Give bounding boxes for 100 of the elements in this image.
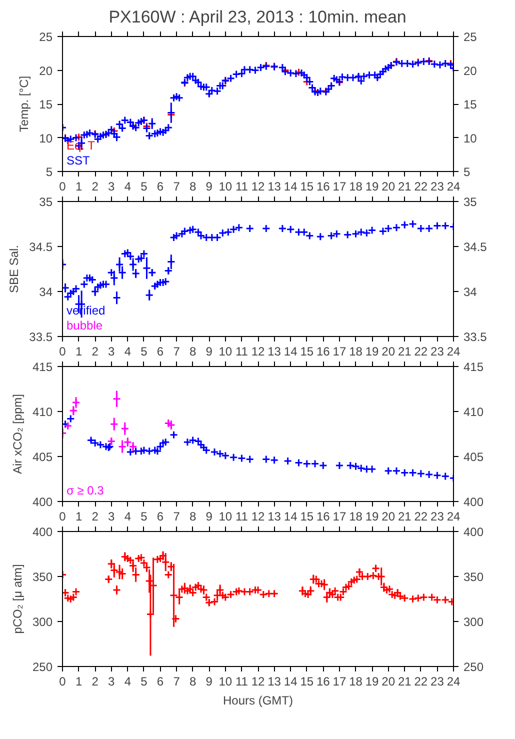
x-tick-label: 19 — [365, 180, 380, 194]
x-tick-label: 2 — [92, 180, 99, 194]
x-tick-label: 20 — [382, 674, 396, 688]
x-tick-label: 19 — [365, 344, 380, 358]
y-tick-label: 300 — [32, 615, 53, 629]
y-axis-title: pCO₂ [μ atm] — [10, 564, 24, 634]
y-tick-label: 250 — [32, 660, 53, 674]
x-tick-label: 6 — [156, 344, 164, 358]
y2-tick-label: 10 — [464, 131, 478, 146]
y2-tick-label: 350 — [464, 570, 484, 584]
x-tick-label: 22 — [414, 344, 428, 358]
x-tick-label: 5 — [140, 674, 148, 688]
x-tick-label: 16 — [316, 344, 330, 358]
y2-tick-label: 400 — [464, 495, 484, 509]
x-tick-label: 24 — [446, 510, 460, 524]
x-tick-label: 17 — [332, 180, 346, 194]
y2-tick-label: 15 — [464, 98, 478, 112]
x-tick-label: 17 — [332, 674, 346, 688]
y-tick-label: 5 — [46, 165, 53, 179]
x-tick-label: 5 — [140, 510, 148, 524]
x-tick-label: 13 — [268, 674, 282, 688]
x-tick-label: 14 — [284, 180, 298, 194]
x-tick-label: 7 — [173, 344, 180, 358]
x-tick-label: 9 — [206, 510, 213, 524]
x-tick-label: 0 — [59, 510, 66, 524]
y-tick-label: 400 — [32, 495, 53, 509]
x-tick-label: 21 — [398, 344, 412, 358]
x-tick-label: 13 — [268, 180, 282, 194]
x-tick-label: 3 — [108, 674, 116, 688]
y-tick-label: 350 — [32, 570, 53, 584]
x-tick-label: 24 — [446, 344, 460, 358]
x-tick-label: 8 — [189, 344, 196, 358]
x-tick-label: 22 — [414, 510, 428, 524]
x-tick-label: 5 — [140, 344, 148, 358]
x-tick-label: 13 — [268, 510, 282, 524]
y-axis-title: Temp. [°C] — [17, 76, 32, 132]
x-tick-label: 19 — [365, 510, 380, 524]
y2-tick-label: 35 — [464, 195, 478, 209]
x-tick-label: 1 — [75, 510, 82, 524]
x-tick-label: 0 — [59, 674, 66, 688]
y-tick-label: 20 — [39, 64, 53, 78]
x-tick-label: 3 — [108, 180, 116, 194]
x-tick-label: 14 — [284, 510, 298, 524]
x-tick-label: 7 — [173, 510, 180, 524]
y2-tick-label: 410 — [464, 405, 484, 419]
x-tick-label: 14 — [284, 674, 298, 688]
y2-tick-label: 34.5 — [464, 240, 488, 254]
x-tick-label: 3 — [108, 344, 116, 358]
x-tick-label: 16 — [316, 510, 330, 524]
y2-tick-label: 34 — [464, 285, 478, 299]
y-tick-label: 415 — [32, 360, 53, 374]
x-tick-label: 23 — [430, 674, 444, 688]
y-tick-label: 33.5 — [29, 330, 53, 344]
chart-title: PX160W : April 23, 2013 : 10min. mean — [108, 8, 406, 26]
x-tick-label: 13 — [268, 344, 282, 358]
y-tick-label: 34.5 — [29, 240, 53, 254]
x-tick-label: 24 — [446, 674, 460, 688]
x-tick-label: 11 — [235, 180, 248, 194]
x-tick-label: 4 — [124, 674, 132, 688]
y-tick-label: 400 — [32, 525, 53, 539]
x-tick-label: 9 — [206, 180, 213, 194]
x-tick-label: 23 — [430, 344, 444, 358]
text: σ ≥ 0.3 — [66, 484, 104, 498]
legend-label: bubble — [66, 318, 103, 332]
x-tick-label: 4 — [124, 344, 132, 358]
x-tick-label: 15 — [300, 344, 314, 358]
x-tick-label: 15 — [300, 674, 314, 688]
x-tick-label: 19 — [365, 674, 380, 688]
x-tick-label: 18 — [349, 510, 363, 524]
x-tick-label: 0 — [59, 344, 66, 358]
x-tick-label: 6 — [156, 510, 164, 524]
x-tick-label: 10 — [218, 180, 232, 194]
x-tick-label: 17 — [332, 510, 346, 524]
x-tick-label: 17 — [332, 344, 346, 358]
x-tick-label: 11 — [235, 344, 248, 358]
x-tick-label: 15 — [300, 180, 314, 194]
y-axis-title: SBE Sal. — [7, 244, 22, 294]
x-tick-label: 22 — [414, 674, 428, 688]
x-tick-label: 23 — [430, 510, 444, 524]
x-tick-label: 3 — [108, 510, 116, 524]
x-tick-label: 7 — [173, 180, 180, 194]
x-tick-label: 14 — [284, 344, 298, 358]
x-tick-label: 8 — [189, 510, 196, 524]
x-tick-label: 6 — [156, 674, 164, 688]
x-tick-label: 20 — [382, 510, 396, 524]
x-axis-title: Hours (GMT) — [223, 694, 293, 708]
y-tick-label: 10 — [39, 131, 53, 146]
y-tick-label: 405 — [32, 450, 53, 464]
x-tick-label: 21 — [398, 674, 412, 688]
x-tick-label: 15 — [300, 510, 314, 524]
x-tick-label: 10 — [218, 510, 232, 524]
x-tick-label: 2 — [92, 674, 99, 688]
x-tick-label: 11 — [235, 510, 248, 524]
y2-tick-label: 25 — [464, 30, 478, 44]
y2-tick-label: 5 — [464, 165, 470, 179]
y2-tick-label: 405 — [464, 450, 484, 464]
x-tick-label: 20 — [382, 180, 396, 194]
x-tick-label: 23 — [430, 180, 444, 194]
x-tick-label: 4 — [124, 180, 132, 194]
x-tick-label: 12 — [251, 674, 265, 688]
